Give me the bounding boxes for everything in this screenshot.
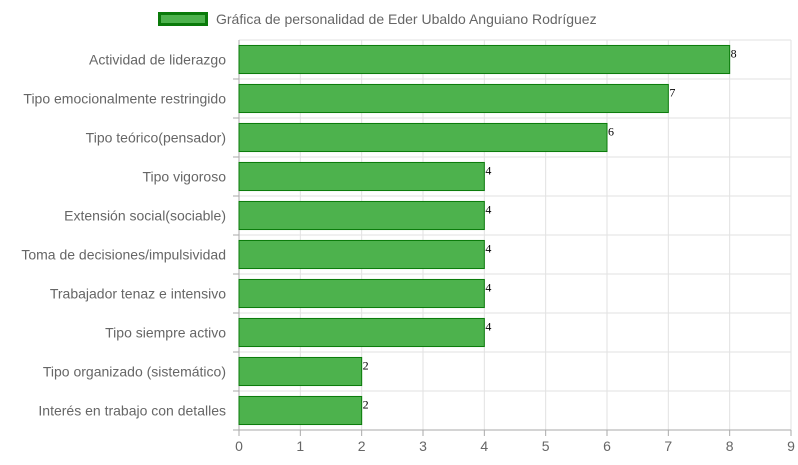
data-label: 4: [485, 242, 491, 256]
bar: [238, 317, 485, 348]
bar: [238, 395, 363, 426]
bar: [238, 200, 485, 231]
data-label: 4: [485, 164, 491, 178]
x-tick-label: 8: [726, 438, 734, 454]
x-tick-label: 5: [542, 438, 550, 454]
y-tick-label: Tipo siempre activo: [105, 325, 226, 341]
x-tick-label: 7: [664, 438, 672, 454]
y-tick-label: Tipo organizado (sistemático): [43, 364, 226, 380]
bar: [238, 278, 485, 309]
x-tick-label: 6: [603, 438, 611, 454]
x-tick-label: 2: [358, 438, 366, 454]
data-label: 2: [363, 359, 369, 373]
chart-legend[interactable]: Gráfica de personalidad de Eder Ubaldo A…: [158, 9, 597, 29]
y-tick-label: Trabajador tenaz e intensivo: [50, 286, 226, 302]
legend-swatch: [158, 12, 208, 26]
y-tick-label: Toma de decisiones/impulsividad: [21, 247, 226, 263]
bar: [238, 44, 731, 75]
x-tick-label: 0: [235, 438, 243, 454]
bar: [238, 239, 485, 270]
x-tick-label: 4: [480, 438, 488, 454]
y-tick-label: Extensión social(sociable): [64, 208, 226, 224]
legend-label: Gráfica de personalidad de Eder Ubaldo A…: [216, 11, 597, 27]
bar: [238, 356, 363, 387]
bar: [238, 161, 485, 192]
data-label: 4: [485, 320, 491, 334]
x-tick-label: 9: [787, 438, 795, 454]
data-label: 6: [608, 125, 614, 139]
y-tick-label: Actividad de liderazgo: [89, 52, 226, 68]
y-tick-label: Interés en trabajo con detalles: [38, 403, 226, 419]
bar: [238, 122, 608, 153]
bar: [238, 83, 669, 114]
data-label: 4: [485, 203, 491, 217]
x-tick-label: 3: [419, 438, 427, 454]
data-label: 2: [363, 398, 369, 412]
data-label: 4: [485, 281, 491, 295]
y-tick-label: Tipo vigoroso: [142, 169, 226, 185]
x-tick-label: 1: [296, 438, 304, 454]
data-label: 8: [731, 47, 737, 61]
y-tick-label: Tipo teórico(pensador): [86, 130, 226, 146]
y-tick-label: Tipo emocionalmente restringido: [23, 91, 226, 107]
data-label: 7: [669, 86, 675, 100]
